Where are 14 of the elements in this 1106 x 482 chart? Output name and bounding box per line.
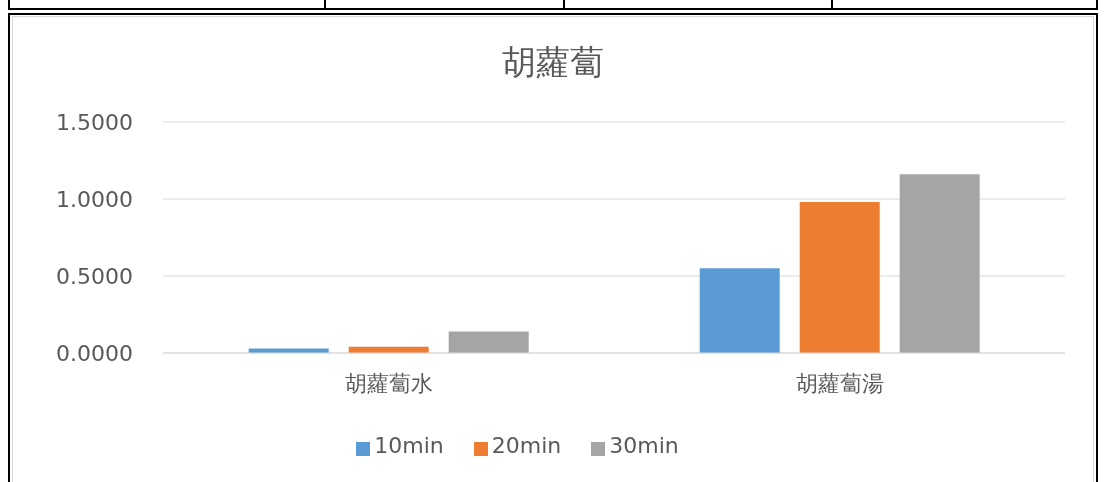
x-tick-label: 胡蘿蔔水 [344, 370, 433, 396]
y-tick-label: 0.5000 [56, 263, 133, 289]
legend-label: 10min [374, 433, 444, 458]
y-tick-label: 1.0000 [56, 186, 133, 212]
chart-title: 胡蘿蔔 [501, 41, 605, 84]
x-tick-label: 胡蘿蔔湯 [795, 370, 884, 396]
legend-label: 30min [609, 433, 679, 458]
bar [899, 174, 980, 353]
bar [448, 331, 529, 353]
bar [699, 268, 780, 353]
y-tick-label: 1.5000 [56, 109, 133, 135]
y-tick-label: 0.0000 [56, 340, 133, 366]
legend-label: 20min [491, 433, 562, 458]
bar [799, 202, 880, 353]
